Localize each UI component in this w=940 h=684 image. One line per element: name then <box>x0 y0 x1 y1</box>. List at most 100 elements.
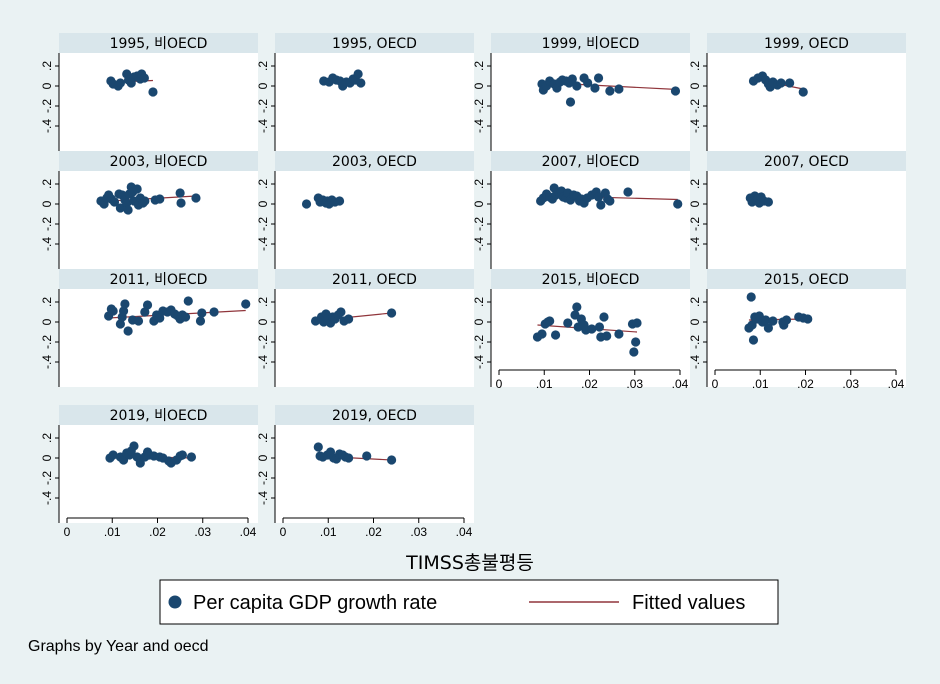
data-point <box>572 81 582 91</box>
panel-title-bar <box>275 151 474 171</box>
data-point <box>614 84 624 94</box>
panel-title-bar <box>491 33 690 53</box>
data-point <box>191 193 201 203</box>
panel-title: 1999, 비OECD <box>542 36 640 52</box>
y-tick-label: 0 <box>40 454 54 461</box>
y-tick-label: -.2 <box>688 99 702 113</box>
panel-title-bar <box>491 151 690 171</box>
data-point <box>362 451 372 461</box>
legend-label-gdp: Per capita GDP growth rate <box>193 592 437 614</box>
data-point <box>183 296 193 306</box>
y-tick-label: 0 <box>256 454 270 461</box>
x-tick-label: .01 <box>536 377 553 391</box>
y-tick-label: .2 <box>472 179 486 189</box>
y-tick-label: -.4 <box>472 119 486 133</box>
y-tick-label: 0 <box>40 318 54 325</box>
y-tick-label: -.4 <box>688 119 702 133</box>
panel-title: 1995, OECD <box>332 36 417 52</box>
panel-plot-area <box>275 171 474 269</box>
data-point <box>155 194 165 204</box>
y-tick-label: .2 <box>40 297 54 307</box>
data-point <box>209 307 219 317</box>
y-tick-label: -.2 <box>256 471 270 485</box>
y-tick-label: .2 <box>40 179 54 189</box>
panel-plot-area <box>59 425 258 523</box>
data-point <box>563 318 573 328</box>
data-point <box>132 184 142 194</box>
panel-plot-area <box>275 289 474 387</box>
x-tick-label: .04 <box>888 377 905 391</box>
panel-plot-area <box>59 53 258 151</box>
panel-title-bar <box>275 269 474 289</box>
y-tick-label: 0 <box>472 200 486 207</box>
panel: 2015, 비OECD .2 0 -.2 -.4 <box>472 269 690 387</box>
data-point <box>623 187 633 197</box>
y-tick-label: 0 <box>472 82 486 89</box>
y-tick-label: -.2 <box>40 335 54 349</box>
x-tick-label: 0 <box>496 377 503 391</box>
data-point <box>142 300 153 310</box>
panel: 1995, OECD .2 0 -.2 -.4 <box>256 33 474 151</box>
data-point <box>565 97 576 107</box>
y-tick-label: .2 <box>688 61 702 71</box>
x-tick-label: .03 <box>626 377 643 391</box>
data-point <box>197 308 207 318</box>
data-point <box>195 316 206 326</box>
y-tick-label: .2 <box>472 297 486 307</box>
y-tick-label: -.2 <box>688 335 702 349</box>
data-point <box>140 196 150 206</box>
data-point <box>115 203 125 213</box>
y-tick-label: .2 <box>256 433 270 443</box>
panel-plot-area <box>707 289 906 387</box>
x-tick-label: .04 <box>672 377 689 391</box>
data-point <box>139 73 149 83</box>
panel-title: 2019, OECD <box>332 408 417 424</box>
data-point <box>344 453 354 463</box>
panel-title-bar <box>707 33 906 53</box>
panel-title: 2019, 비OECD <box>110 408 208 424</box>
y-tick-label: -.4 <box>256 491 270 505</box>
data-point <box>336 307 346 317</box>
y-tick-label: 0 <box>40 82 54 89</box>
panel-plot-area <box>491 171 690 269</box>
x-tick-label: .02 <box>797 377 814 391</box>
y-tick-label: -.2 <box>472 335 486 349</box>
legend: Per capita GDP growth rate Fitted values <box>159 579 779 625</box>
y-tick-label: 0 <box>256 318 270 325</box>
y-tick-label: .2 <box>688 297 702 307</box>
y-tick-label: -.2 <box>688 217 702 231</box>
y-tick-label: 0 <box>256 200 270 207</box>
data-point <box>344 314 354 324</box>
panel: 2019, 비OECD .2 0 -.2 -.4 <box>40 405 258 523</box>
panel-title: 2015, 비OECD <box>542 272 640 288</box>
data-point <box>590 83 600 93</box>
data-point <box>129 441 139 451</box>
panel: 1999, OECD .2 0 -.2 -.4 <box>688 33 906 151</box>
x-axis-title: TIMSS총불평등 <box>405 552 534 574</box>
y-tick-label: -.4 <box>472 355 486 369</box>
data-point <box>670 86 681 96</box>
data-point <box>748 335 759 345</box>
panel-title-bar <box>59 269 258 289</box>
data-point <box>768 316 778 326</box>
data-point <box>387 308 397 318</box>
y-tick-label: -.4 <box>40 491 54 505</box>
data-point <box>550 330 561 340</box>
data-point <box>594 322 605 332</box>
x-tick-label: .02 <box>581 377 598 391</box>
panel-title-bar <box>707 269 906 289</box>
panel-plot-area <box>275 425 474 523</box>
x-axis: 0 .01 .02 .03 .04 <box>712 369 905 391</box>
y-tick-label: 0 <box>40 200 54 207</box>
data-point <box>177 450 187 460</box>
panel-title: 2003, OECD <box>332 154 417 170</box>
data-point <box>583 78 593 88</box>
legend-box <box>159 579 779 625</box>
panel-plot-area <box>491 53 690 151</box>
panel: 2019, OECD .2 0 -.2 -.4 <box>256 405 474 523</box>
data-point <box>567 74 577 84</box>
data-point <box>155 313 165 323</box>
panel-title: 2015, OECD <box>764 272 849 288</box>
